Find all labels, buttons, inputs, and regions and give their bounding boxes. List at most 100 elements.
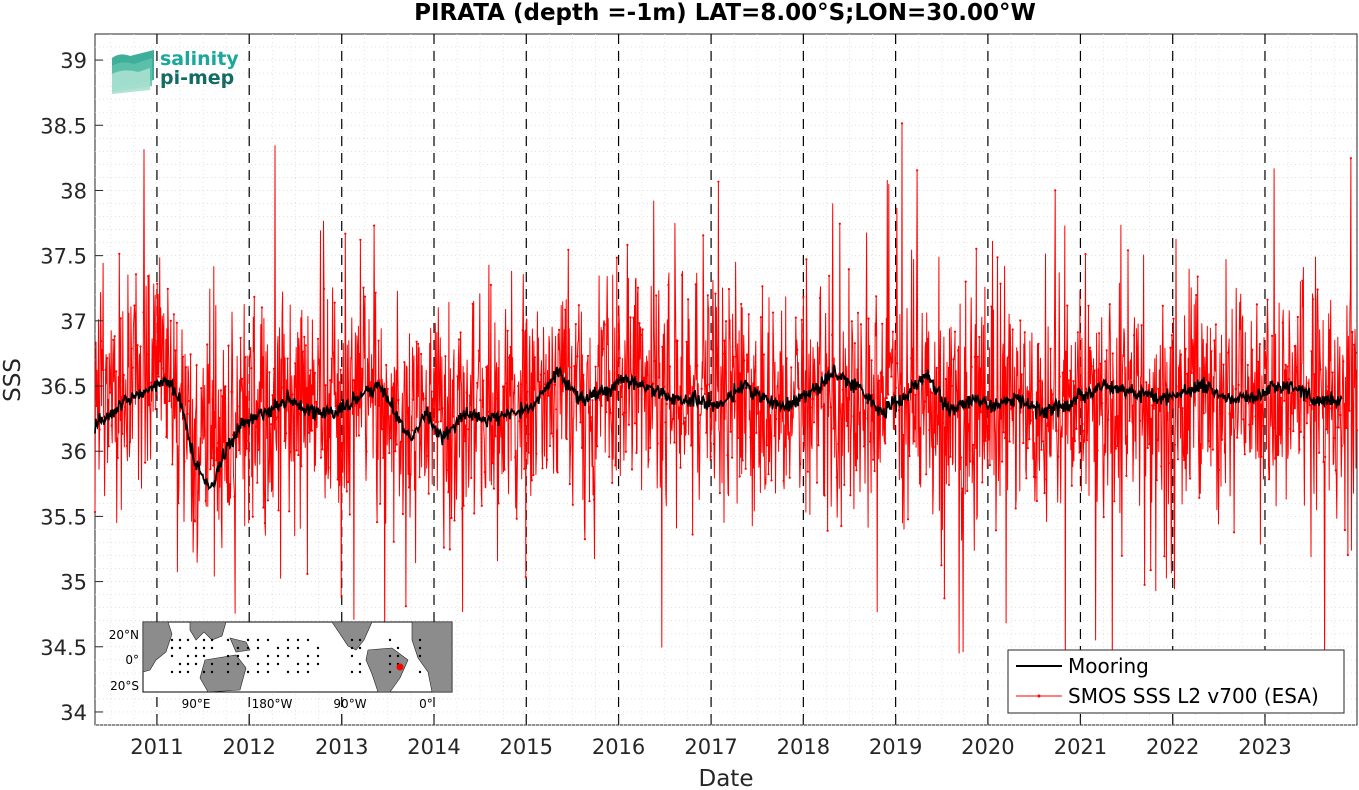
smos-point [482, 379, 485, 382]
smos-point [583, 538, 587, 541]
smos-point [380, 428, 383, 431]
smos-point [627, 423, 631, 426]
inset-lon-90w: 90°W [333, 697, 366, 711]
mooring-site-dot [358, 646, 362, 650]
smos-point [1352, 343, 1356, 346]
smos-point [761, 285, 764, 288]
smos-point [1125, 474, 1128, 477]
smos-point [514, 456, 517, 459]
mooring-site-dot [306, 662, 310, 666]
smos-point [115, 370, 118, 373]
smos-point [485, 366, 488, 369]
smos-point [1116, 445, 1119, 448]
smos-point [1016, 373, 1019, 377]
smos-point [756, 412, 760, 415]
smos-point [98, 428, 101, 431]
smos-point [1331, 371, 1334, 374]
smos-point [1096, 449, 1099, 452]
smos-point [1343, 528, 1346, 532]
smos-point [356, 346, 359, 349]
smos-point [116, 456, 119, 459]
smos-point [1111, 352, 1114, 355]
smos-point [357, 434, 360, 437]
smos-point [1093, 369, 1096, 372]
smos-point [321, 448, 324, 451]
smos-point [603, 323, 606, 326]
smos-point [169, 319, 172, 322]
mooring-site-dot [194, 654, 198, 658]
smos-point [194, 520, 197, 523]
mooring-site-dot [194, 662, 198, 666]
smos-point [363, 295, 367, 298]
smos-point [908, 454, 911, 458]
smos-point [1322, 460, 1325, 463]
x-tick-label: 2014 [407, 735, 460, 759]
smos-point [272, 367, 276, 370]
mooring-site-dot [170, 670, 174, 674]
smos-point [1302, 436, 1305, 439]
smos-point [614, 464, 617, 467]
smos-point [967, 423, 970, 426]
smos-point [529, 433, 532, 436]
smos-point [1081, 422, 1084, 425]
smos-point [1054, 189, 1057, 192]
mooring-site-dot [286, 646, 290, 650]
smos-point [664, 421, 667, 424]
smos-point [606, 343, 609, 346]
smos-point [198, 458, 201, 461]
smos-point [1055, 429, 1058, 432]
smos-point [1161, 304, 1164, 307]
smos-point [714, 292, 717, 295]
smos-point [480, 504, 483, 507]
smos-point [768, 430, 772, 433]
smos-point [937, 423, 940, 426]
smos-point [1010, 407, 1013, 410]
smos-point [453, 519, 456, 522]
smos-point [1301, 279, 1304, 282]
smos-point [1004, 437, 1007, 440]
smos-point [1184, 347, 1187, 350]
smos-point [715, 347, 719, 350]
smos-point [796, 348, 799, 351]
smos-point [118, 252, 121, 255]
smos-point [362, 286, 365, 289]
mooring-site-dot [202, 646, 206, 650]
smos-point [139, 345, 142, 348]
smos-point [647, 458, 650, 461]
y-tick-label: 35 [60, 571, 87, 595]
smos-point [181, 355, 185, 358]
smos-point [970, 365, 973, 368]
smos-point [238, 449, 241, 452]
smos-point [835, 476, 838, 479]
smos-point [547, 394, 550, 397]
smos-point [1318, 451, 1321, 454]
smos-point [1223, 443, 1227, 446]
smos-point [242, 398, 245, 401]
smos-point [571, 503, 574, 506]
mooring-site-dot [418, 654, 422, 658]
smos-point [157, 375, 160, 378]
smos-point [1051, 393, 1054, 396]
smos-point [847, 268, 851, 271]
smos-point [221, 395, 224, 398]
smos-point [919, 426, 922, 429]
smos-point [1187, 428, 1190, 431]
mooring-site-dot [388, 662, 392, 666]
smos-point [527, 451, 530, 454]
smos-point [582, 373, 585, 376]
smos-point [580, 446, 584, 449]
smos-point [286, 357, 289, 360]
y-tick-label: 37.5 [40, 245, 87, 269]
smos-point [1340, 444, 1343, 447]
mooring-site-dot [276, 662, 280, 666]
smos-point [392, 540, 395, 543]
smos-point [852, 415, 855, 418]
smos-point [307, 431, 310, 434]
smos-point [870, 359, 873, 362]
mooring-site-dot [226, 638, 230, 642]
smos-point [445, 469, 448, 472]
mooring-site-dot [350, 654, 354, 658]
smos-point [1305, 422, 1308, 425]
smos-point [788, 476, 791, 479]
smos-point [548, 444, 552, 447]
